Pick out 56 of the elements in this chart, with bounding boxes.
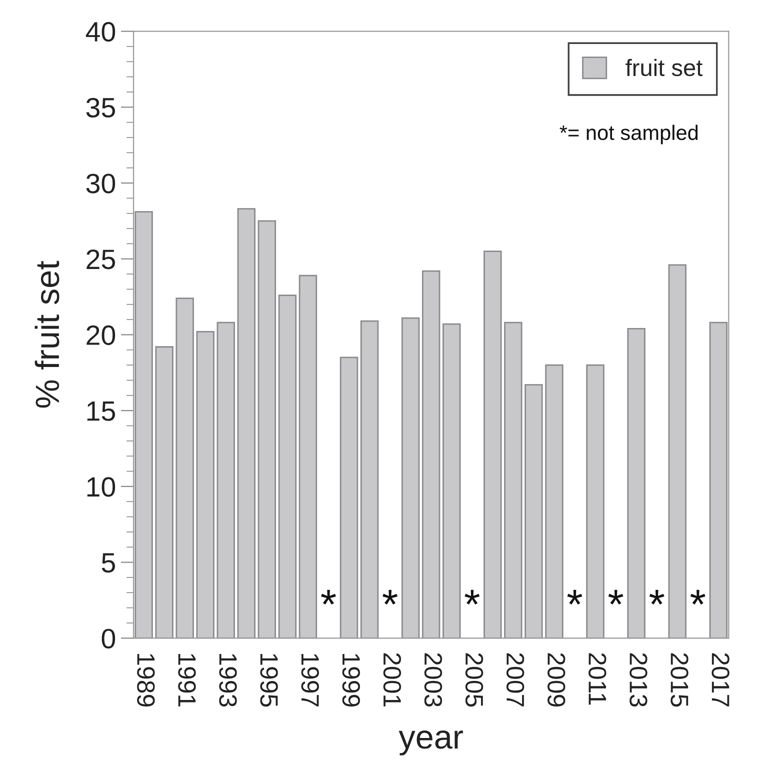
bar <box>627 328 646 638</box>
bar <box>340 356 358 638</box>
bar <box>545 364 564 638</box>
bar <box>668 264 686 638</box>
y-tick-label: 5 <box>102 553 115 573</box>
x-tick-label: 1989 <box>137 654 155 706</box>
x-tick-label: 1993 <box>219 654 237 707</box>
x-tick-label: 2011 <box>588 653 606 705</box>
y-axis-title: % fruit set <box>34 260 60 408</box>
annotation: * <box>382 590 398 605</box>
bar <box>709 322 728 638</box>
annotation: * <box>567 590 582 605</box>
x-tick-label: 2001 <box>383 653 402 706</box>
x-tick-label: 2005 <box>465 653 484 707</box>
y-tick-label: 40 <box>86 22 116 42</box>
x-tick-label: 1997 <box>301 654 319 706</box>
bar <box>442 323 461 638</box>
annotation: * <box>321 590 336 605</box>
y-tick-label: 25 <box>86 250 115 270</box>
x-tick-label: 1995 <box>260 654 278 707</box>
bar <box>360 320 379 638</box>
annotation: *= not sampled <box>560 124 698 144</box>
bar <box>504 322 522 638</box>
x-tick-label: 2009 <box>548 653 566 706</box>
x-tick-label: 1991 <box>178 654 196 706</box>
annotation: * <box>464 590 480 605</box>
annotation: * <box>608 590 624 605</box>
bar <box>237 208 256 638</box>
y-tick-label: 20 <box>86 325 116 346</box>
y-tick-label: 0 <box>102 628 116 648</box>
bar <box>422 270 440 638</box>
bar <box>524 384 543 638</box>
x-tick-label: 2003 <box>424 653 442 707</box>
bar <box>176 298 194 638</box>
x-tick-label: 1999 <box>342 654 360 706</box>
bar <box>484 250 502 638</box>
x-axis-title: year <box>398 730 463 756</box>
x-tick-label: 2015 <box>670 653 688 707</box>
y-tick-label: 35 <box>86 98 115 118</box>
legend-label: fruit set <box>626 58 703 76</box>
y-tick-label: 10 <box>87 477 116 497</box>
bar <box>216 322 235 638</box>
annotation: * <box>690 590 706 605</box>
y-tick-label: 30 <box>86 174 116 194</box>
annotation: * <box>649 590 664 605</box>
bar <box>258 220 276 638</box>
bar <box>196 331 214 638</box>
bar <box>155 346 174 638</box>
bar <box>298 274 318 638</box>
x-tick-label: 2013 <box>630 653 648 707</box>
y-tick-label: 15 <box>87 402 115 421</box>
x-tick-label: 2017 <box>712 653 730 706</box>
bar <box>401 317 420 638</box>
bar <box>278 294 297 638</box>
x-tick-label: 2007 <box>506 653 524 706</box>
bar <box>586 364 604 638</box>
